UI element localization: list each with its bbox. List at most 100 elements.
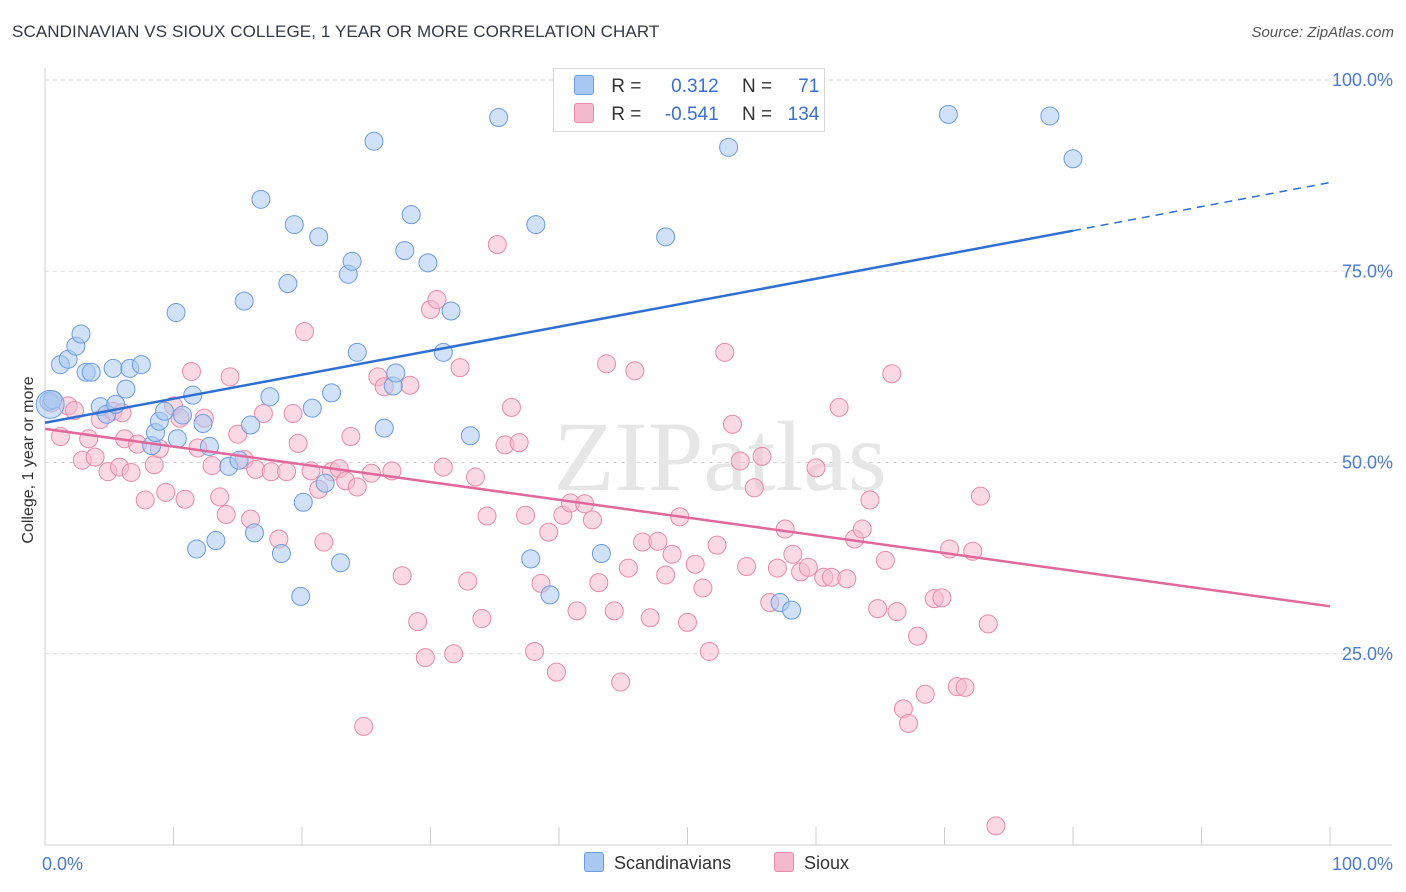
sioux-point [829,397,849,417]
sioux-point [253,404,273,424]
scandinavians-point [166,303,186,323]
y-tick-label: 50.0% [1342,453,1393,473]
sioux-point [525,641,545,661]
scandinavians-point [116,379,136,399]
scandinavians-point [719,137,739,157]
sioux-point [144,455,164,475]
legend-swatch-blue [574,75,594,95]
sioux-point [415,648,435,668]
sioux-point [450,358,470,378]
sioux-point [798,557,818,577]
sioux-point [978,614,998,634]
scandinavians-point [271,544,291,564]
sioux-point [181,361,201,381]
bottom-legend-swatch-blue [584,852,604,872]
legend-r-value: 0.312 [671,76,719,97]
scandinavian-points [35,71,1083,620]
legend-n-value: 134 [787,104,820,125]
sioux-point [722,414,742,434]
sioux-point [341,426,361,446]
sioux-point [693,578,713,598]
scandinavians-point [172,405,192,425]
scandinavians-point [364,131,384,151]
sioux-point [970,486,990,506]
sioux-point [210,487,230,507]
scandinavians-point [395,241,415,261]
sioux-point [640,608,660,628]
y-tick-label: 25.0% [1342,644,1393,664]
sioux-point [656,565,676,585]
scandinavians-point [251,189,271,209]
sioux-point [685,554,705,574]
gridlines [45,79,1392,655]
sioux-point [283,404,303,424]
sioux-point [433,457,453,477]
sioux-point [216,505,236,525]
scandinavians-point [521,549,541,569]
sioux-point [611,672,631,692]
sioux-point [618,558,638,578]
sioux-point [908,626,928,646]
sioux-point [354,716,374,736]
sioux-point [868,599,888,619]
sioux-point [699,641,719,661]
sioux-point [539,522,559,542]
y-tick-label: 75.0% [1342,261,1393,281]
scandinavians-point [187,539,207,559]
sioux-point [546,662,566,682]
sioux-point [277,462,297,482]
sioux-point [458,571,478,591]
scandinavians-point [302,398,322,418]
scandinavians-point [342,251,362,271]
sioux-point [860,490,880,510]
sioux-point [487,234,507,254]
scandinavians-point [418,253,438,273]
scandinavians-point [782,600,802,620]
sioux-point [899,713,919,733]
sioux-point [744,478,764,498]
y-tick-label: 100.0% [1332,70,1393,90]
scandinavians-point [401,205,421,225]
scandinavians-point [234,291,254,311]
sioux-point [135,490,155,510]
scandinavians-point [81,362,101,382]
sioux-point [400,375,420,395]
sioux-point [121,462,141,482]
bottom-legend-label: Scandinavians [614,853,732,873]
sioux-point [648,531,668,551]
legend-row-scandinavians: R = 0.312 N = 71 [574,75,819,98]
sioux-point [567,601,587,621]
scandinavian-trend-extension [1072,181,1331,232]
bottom-legend-label: Sioux [804,853,850,873]
sioux-point [228,424,248,444]
sioux-point [662,544,682,564]
scandinavians-point [278,273,298,293]
sioux-point [932,588,952,608]
sioux-point [882,364,902,384]
sioux-point [220,367,240,387]
sioux-point [852,519,872,539]
sioux-point [737,557,757,577]
sioux-point [625,361,645,381]
scandinavians-point [591,544,611,564]
legend-r-label: R = [611,76,642,97]
scandinavians-point [441,301,461,321]
sioux-point [314,532,334,552]
sioux-point [501,397,521,417]
x-tick-label: 100.0% [1332,854,1393,874]
sioux-point [678,612,697,632]
source-credit: Source: ZipAtlas.com [1251,24,1394,41]
correlation-legend: R = 0.312 N = 71 R = -0.541 N = 134 [553,68,825,132]
sioux-point [427,290,447,310]
sioux-point [752,446,772,466]
sioux-point [986,816,1006,836]
sioux-point [509,433,529,453]
axes [44,68,1392,846]
scandinavians-point [1063,149,1083,169]
legend-n-label: N = [741,104,773,125]
sioux-point [915,684,935,704]
legend-n-value: 71 [798,76,820,97]
scandinavians-point [656,227,676,247]
scandinavians-point [526,215,546,235]
